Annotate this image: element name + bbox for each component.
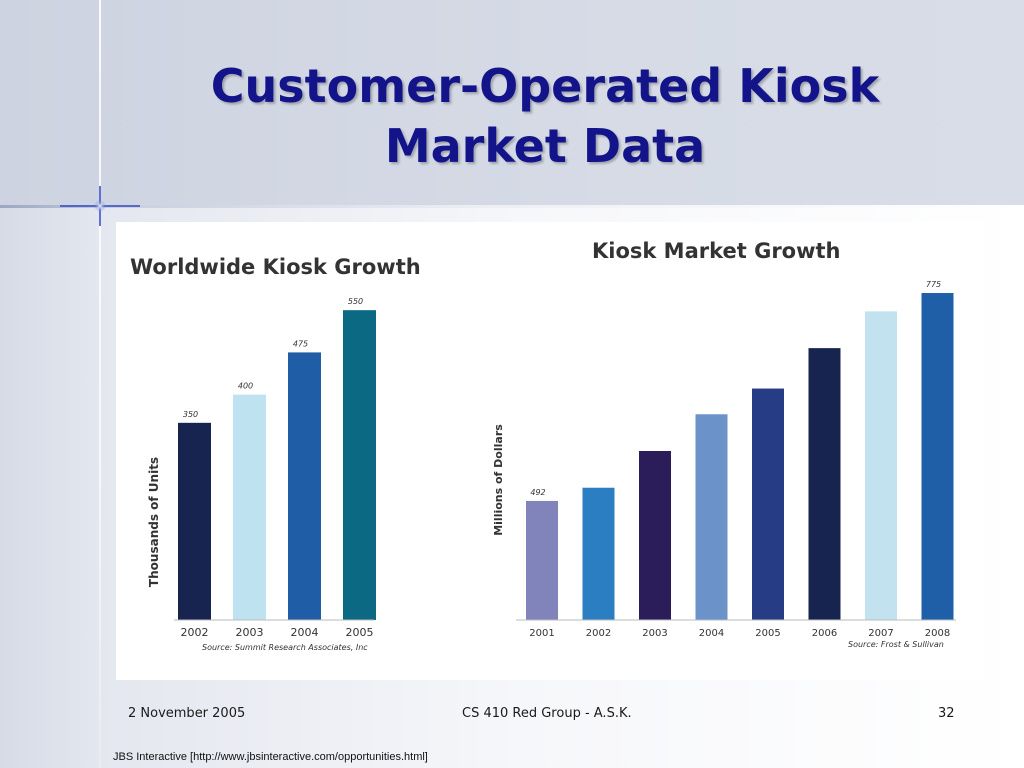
x-tick-label: 2007: [868, 628, 893, 639]
x-tick-label: 2005: [755, 628, 780, 639]
footer-date: 2 November 2005: [128, 706, 246, 721]
chart-title: Kiosk Market Growth: [592, 239, 841, 263]
data-label: 475: [293, 339, 308, 348]
chart-title: Worldwide Kiosk Growth: [130, 255, 421, 279]
data-label: 550: [348, 297, 363, 306]
chart-source: Source: Frost & Sullivan: [848, 640, 944, 649]
x-tick-label: 2003: [642, 628, 667, 639]
title-divider: [0, 205, 1024, 208]
vertical-accent-line: [99, 0, 101, 768]
x-tick-label: 2004: [291, 626, 319, 639]
slide-number: 32: [938, 706, 955, 721]
charts-svg: Worldwide Kiosk Growth Thousands of Unit…: [130, 239, 956, 652]
x-tick-label: 2002: [586, 628, 611, 639]
bar-2008: [921, 293, 954, 620]
bar-2002: [582, 487, 615, 620]
chart-panel: Worldwide Kiosk Growth Thousands of Unit…: [116, 222, 984, 680]
data-label: 350: [183, 410, 198, 419]
data-label: 400: [238, 382, 253, 391]
bar-2007: [865, 311, 897, 620]
footer-presenter: CS 410 Red Group - A.S.K.: [462, 706, 632, 721]
data-label: 775: [926, 280, 941, 289]
title-band: [0, 0, 1024, 206]
x-tick-label: 2004: [699, 628, 724, 639]
bar-2003: [639, 451, 671, 620]
bar-2003: [233, 394, 266, 620]
x-tick-label: 2008: [925, 628, 950, 639]
x-tick-label: 2003: [236, 626, 264, 639]
source-credit: JBS Interactive [http://www.jbsinteracti…: [113, 751, 428, 763]
chart-source: Source: Summit Research Associates, Inc: [202, 643, 368, 652]
x-tick-label: 2002: [181, 626, 209, 639]
bar-2001: [526, 500, 558, 620]
bar-2002: [178, 422, 211, 620]
bar-2004: [695, 414, 728, 620]
x-tick-label: 2006: [812, 628, 837, 639]
title-line-2: Market Data: [384, 119, 706, 173]
x-tick-label: 2001: [529, 628, 554, 639]
title-line-1: Customer-Operated Kiosk: [210, 59, 880, 113]
bar-2004: [288, 352, 321, 620]
worldwide-kiosk-growth-chart: Worldwide Kiosk Growth Thousands of Unit…: [130, 255, 421, 652]
data-label: 492: [530, 488, 545, 497]
y-axis-label: Thousands of Units: [147, 457, 161, 587]
slide-title: Customer-Operated Kiosk Market Data: [120, 56, 970, 176]
x-tick-label: 2005: [346, 626, 374, 639]
bar-2006: [808, 348, 841, 620]
kiosk-market-growth-chart: Kiosk Market Growth Millions of Dollars …: [492, 239, 956, 649]
y-axis-label: Millions of Dollars: [492, 424, 505, 536]
bar-2005: [752, 388, 784, 620]
bar-2005: [343, 310, 376, 620]
sparkle-icon: [60, 186, 140, 226]
